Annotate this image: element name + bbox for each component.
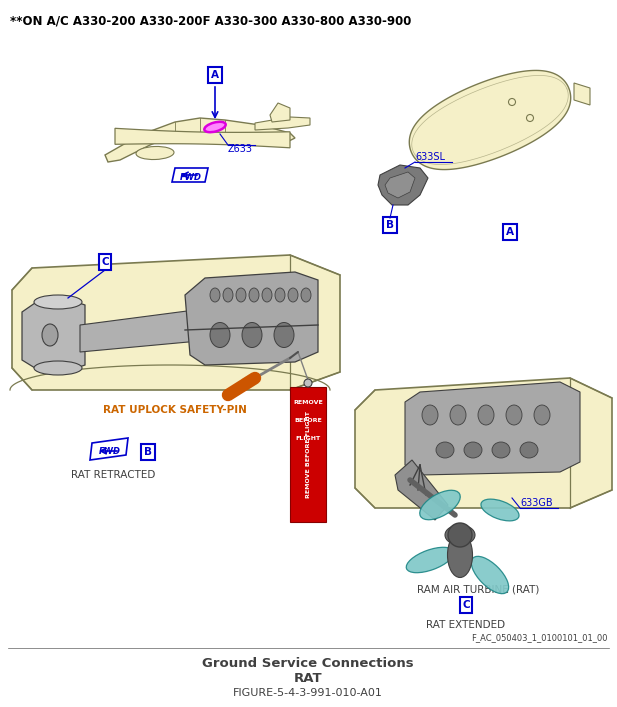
Text: RAT RETRACTED: RAT RETRACTED <box>71 470 155 480</box>
Ellipse shape <box>249 288 259 302</box>
Text: 633GB: 633GB <box>520 498 553 508</box>
Ellipse shape <box>34 361 82 375</box>
Text: F_AC_050403_1_0100101_01_00: F_AC_050403_1_0100101_01_00 <box>471 633 608 642</box>
Ellipse shape <box>406 547 453 573</box>
Polygon shape <box>22 298 85 372</box>
Text: FWD: FWD <box>180 173 202 182</box>
Ellipse shape <box>422 405 438 425</box>
Ellipse shape <box>506 405 522 425</box>
Polygon shape <box>105 118 295 162</box>
Polygon shape <box>270 103 290 122</box>
Ellipse shape <box>481 499 519 521</box>
Text: C: C <box>101 257 109 267</box>
Text: REMOVE BEFORE FLIGHT: REMOVE BEFORE FLIGHT <box>305 411 310 498</box>
Text: Z633: Z633 <box>228 144 253 154</box>
Ellipse shape <box>492 442 510 458</box>
Circle shape <box>304 379 312 387</box>
Text: RAT UPLOCK SAFETY-PIN: RAT UPLOCK SAFETY-PIN <box>103 405 247 415</box>
Bar <box>290 387 326 522</box>
Ellipse shape <box>42 324 58 346</box>
Ellipse shape <box>210 288 220 302</box>
Text: FWD: FWD <box>99 447 121 455</box>
Text: REMOVE: REMOVE <box>293 400 323 405</box>
Polygon shape <box>395 460 448 520</box>
Text: FIGURE-5-4-3-991-010-A01: FIGURE-5-4-3-991-010-A01 <box>233 688 383 698</box>
Text: B: B <box>144 447 152 457</box>
Ellipse shape <box>242 322 262 348</box>
Text: 633SL: 633SL <box>415 152 445 162</box>
Text: **ON A/C A330-200 A330-200F A330-300 A330-800 A330-900: **ON A/C A330-200 A330-200F A330-300 A33… <box>10 14 412 27</box>
Text: RAT: RAT <box>294 672 322 685</box>
Polygon shape <box>80 308 210 352</box>
Text: A: A <box>211 70 219 80</box>
Text: FLIGHT: FLIGHT <box>296 436 321 441</box>
Ellipse shape <box>34 295 82 309</box>
Polygon shape <box>355 378 612 508</box>
Ellipse shape <box>447 532 473 578</box>
Polygon shape <box>115 128 290 148</box>
Ellipse shape <box>450 405 466 425</box>
Ellipse shape <box>436 442 454 458</box>
Ellipse shape <box>236 288 246 302</box>
Ellipse shape <box>464 442 482 458</box>
Text: RAM AIR TURBINE (RAT): RAM AIR TURBINE (RAT) <box>417 585 539 595</box>
Ellipse shape <box>520 442 538 458</box>
Ellipse shape <box>420 490 460 520</box>
Ellipse shape <box>210 322 230 348</box>
Circle shape <box>448 523 472 547</box>
Text: B: B <box>386 220 394 230</box>
Ellipse shape <box>288 288 298 302</box>
Polygon shape <box>378 165 428 205</box>
Ellipse shape <box>534 405 550 425</box>
Text: BEFORE: BEFORE <box>294 418 322 423</box>
Ellipse shape <box>445 525 475 545</box>
Polygon shape <box>409 71 571 170</box>
Polygon shape <box>185 272 318 365</box>
Text: Ground Service Connections: Ground Service Connections <box>202 657 414 670</box>
Text: A: A <box>506 227 514 237</box>
Polygon shape <box>574 83 590 105</box>
Ellipse shape <box>275 288 285 302</box>
Ellipse shape <box>136 146 174 160</box>
Ellipse shape <box>274 322 294 348</box>
Ellipse shape <box>301 288 311 302</box>
Ellipse shape <box>204 122 226 132</box>
Text: C: C <box>462 600 470 610</box>
Polygon shape <box>255 117 310 130</box>
Text: RAT EXTENDED: RAT EXTENDED <box>426 620 505 630</box>
Polygon shape <box>12 255 340 390</box>
Polygon shape <box>405 382 580 475</box>
Ellipse shape <box>223 288 233 302</box>
Ellipse shape <box>471 556 508 594</box>
Polygon shape <box>385 172 415 198</box>
Ellipse shape <box>478 405 494 425</box>
Ellipse shape <box>262 288 272 302</box>
